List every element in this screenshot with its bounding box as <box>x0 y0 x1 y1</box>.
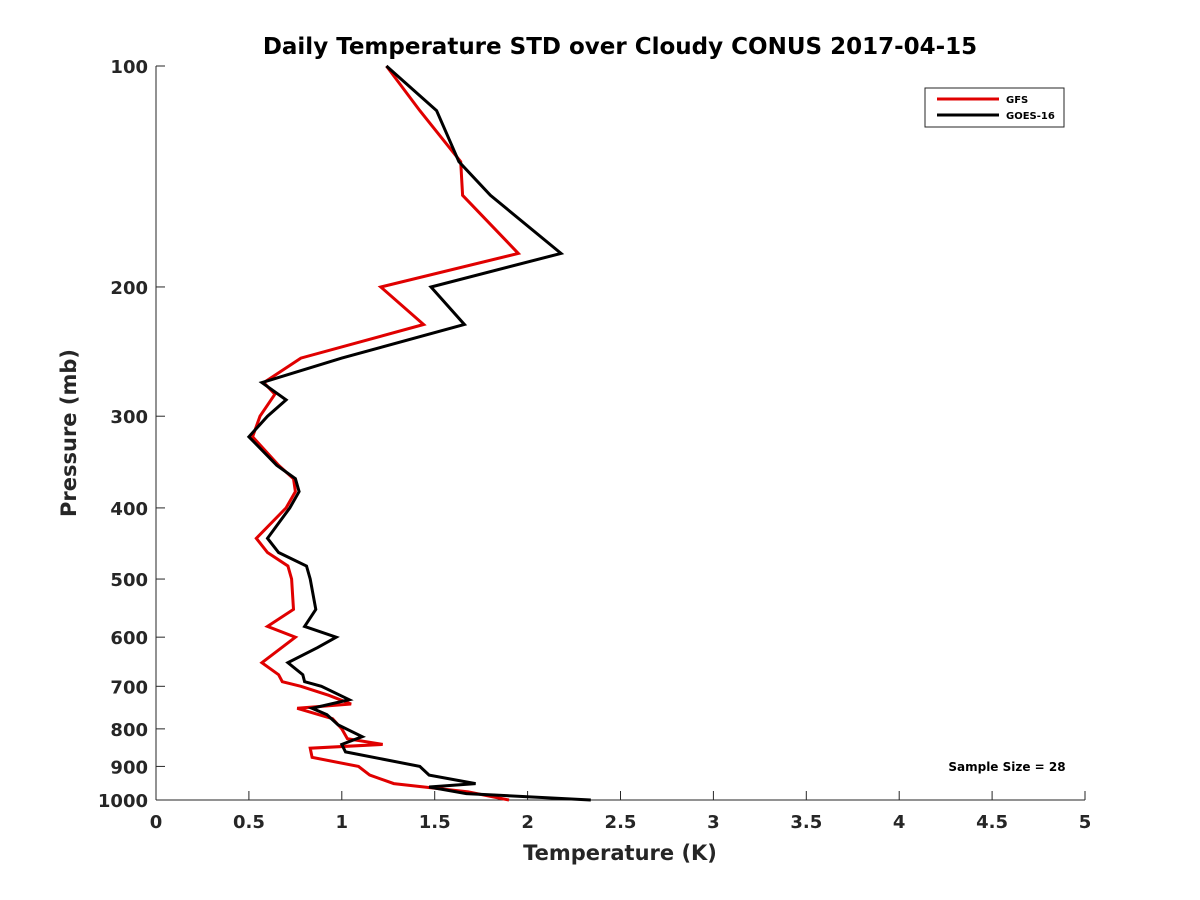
x-tick-label: 3 <box>707 812 720 833</box>
chart-title: Daily Temperature STD over Cloudy CONUS … <box>263 34 977 60</box>
y-tick-label: 700 <box>110 677 148 698</box>
legend-label-gfs: GFS <box>1006 95 1028 106</box>
y-tick-label: 1000 <box>98 791 148 812</box>
legend-label-goes-16: GOES-16 <box>1006 111 1055 122</box>
y-tick-label: 100 <box>110 57 148 78</box>
legend-box <box>924 87 1065 128</box>
x-tick-label: 4.5 <box>976 812 1008 833</box>
x-tick-label: 1 <box>336 812 349 833</box>
x-tick-label: 0.5 <box>233 812 265 833</box>
y-tick-label: 300 <box>110 407 148 428</box>
x-axis-title: Temperature (K) <box>523 841 717 865</box>
y-axis-ticks: 100 200 300 400 500 600 700 800 900 1000 <box>98 57 165 812</box>
x-axis-ticks: 0 0.5 1 1.5 2 2.5 3 3.5 4 4.5 5 <box>150 791 1092 833</box>
y-tick-label: 800 <box>110 720 148 741</box>
x-tick-label: 3.5 <box>790 812 822 833</box>
x-tick-label: 4 <box>893 812 906 833</box>
y-tick-label: 400 <box>110 499 148 520</box>
y-tick-label: 900 <box>110 757 148 778</box>
y-tick-label: 600 <box>110 628 148 649</box>
x-tick-label: 1.5 <box>419 812 451 833</box>
y-tick-label: 500 <box>110 570 148 591</box>
sample-size-annotation: Sample Size = 28 <box>948 760 1065 774</box>
series-layer <box>246 64 591 802</box>
series-line-goes-16 <box>246 64 591 802</box>
legend: GFS GOES-16 <box>924 87 1065 128</box>
y-tick-label: 200 <box>110 278 148 299</box>
x-tick-label: 2.5 <box>605 812 637 833</box>
y-axis-title: Pressure (mb) <box>57 349 81 517</box>
x-tick-label: 5 <box>1079 812 1092 833</box>
x-tick-label: 2 <box>521 812 534 833</box>
series-line-gfs <box>250 65 522 802</box>
x-tick-label: 0 <box>150 812 163 833</box>
